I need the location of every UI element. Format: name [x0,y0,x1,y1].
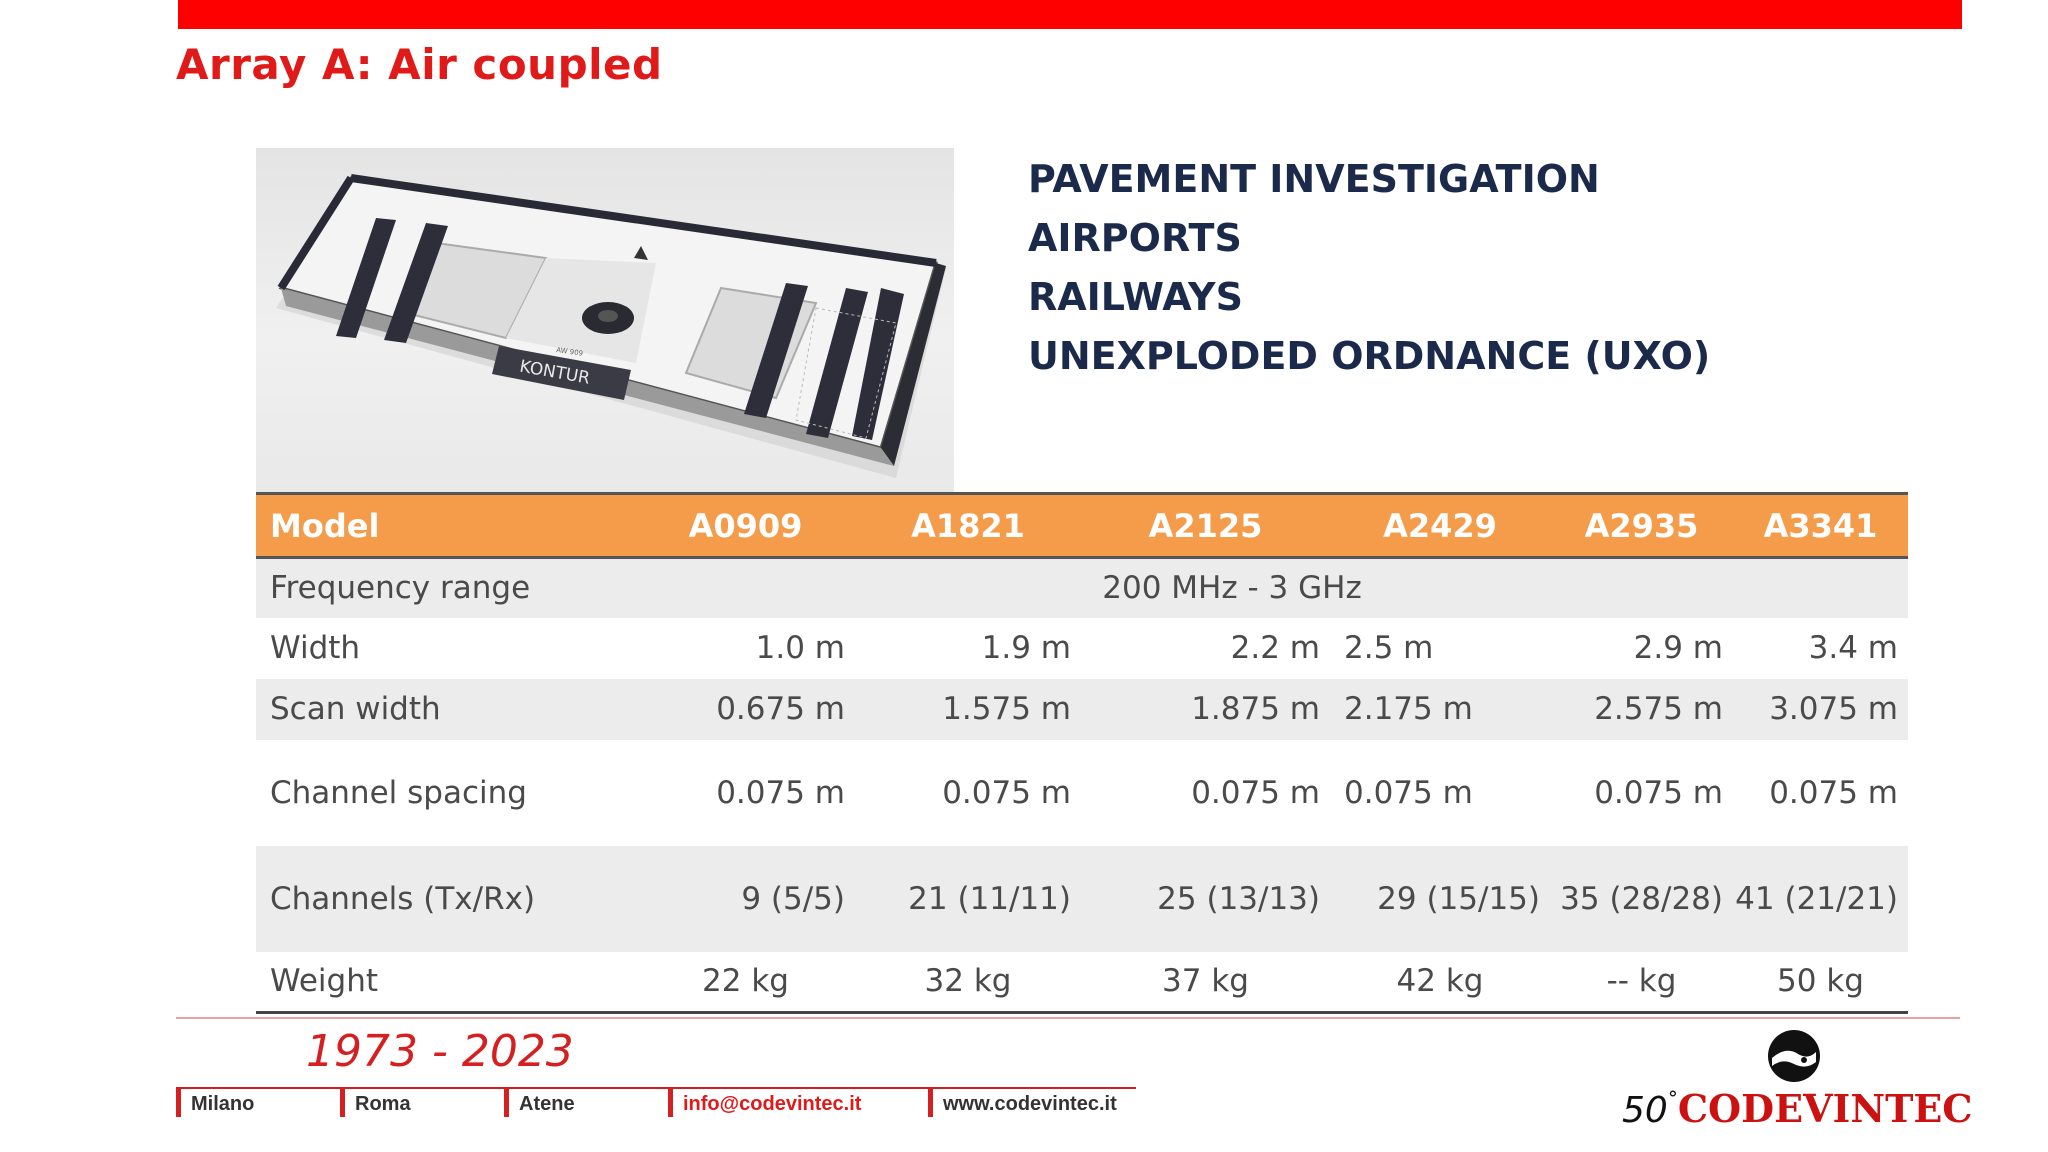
contact-email-link[interactable]: info@codevintec.it [668,1089,861,1117]
table-cell: 32 kg [855,951,1081,1014]
row-label-width: Width [270,630,361,666]
table-row: Scan width 0.675 m 1.575 m 1.875 m 2.175… [256,678,1908,740]
header-a2935: A2935 [1550,492,1733,559]
product-photo: KONTUR AW 909 [256,148,954,492]
table-cell: 0.075 m [1344,774,1473,811]
table-cell: 35 (28/28) [1560,880,1723,917]
contacts-rule [176,1087,1136,1089]
frequency-value: 200 MHz - 3 GHz [1102,570,1362,607]
table-row: Channel spacing 0.075 m 0.075 m 0.075 m … [256,740,1908,846]
table-cell: 3.4 m [1808,630,1898,666]
table-cell: 41 (21/21) [1735,880,1898,917]
table-row: Weight 22 kg 32 kg 37 kg 42 kg -- kg 50 … [256,951,1908,1014]
header-a0909: A0909 [636,492,855,559]
row-label-channels: Channels (Tx/Rx) [270,880,536,917]
table-cell: 2.9 m [1633,630,1723,666]
application-item: UNEXPLODED ORDNANCE (UXO) [1028,334,1711,378]
table-cell: 0.075 m [1769,774,1898,811]
table-cell: 37 kg [1081,951,1330,1014]
table-row: Width 1.0 m 1.9 m 2.2 m 2.5 m 2.9 m 3.4 … [256,618,1908,679]
contact-website-link[interactable]: www.codevintec.it [928,1089,1117,1117]
table-cell: 0.675 m [716,691,845,727]
header-a3341: A3341 [1733,492,1908,559]
row-label-scan-width: Scan width [270,691,441,727]
contact-atene: Atene [504,1089,575,1117]
table-cell: 2.175 m [1344,691,1473,727]
footer-divider [176,1017,1960,1019]
application-item: PAVEMENT INVESTIGATION [1028,157,1600,201]
anniversary-years: 1973 - 2023 [306,1026,574,1077]
table-header-row: Model A0909 A1821 A2125 A2429 A2935 A334… [256,492,1908,559]
contact-roma: Roma [340,1089,411,1117]
header-model: Model [256,492,636,559]
table-cell: 2.575 m [1594,691,1723,727]
table-cell: 0.075 m [716,774,845,811]
specifications-table: Model A0909 A1821 A2125 A2429 A2935 A334… [256,492,1908,1014]
slide-title: Array A: Air coupled [176,40,663,89]
table-row: Frequency range 200 MHz - 3 GHz [256,557,1908,618]
table-cell: 9 (5/5) [741,880,845,917]
table-cell: 21 (11/11) [908,880,1071,917]
application-item: RAILWAYS [1028,275,1243,319]
table-cell: 0.075 m [942,774,1071,811]
contact-milano: Milano [176,1089,254,1117]
table-cell: 0.075 m [1594,774,1723,811]
table-row: Channels (Tx/Rx) 9 (5/5) 21 (11/11) 25 (… [256,845,1908,952]
table-cell: 25 (13/13) [1157,880,1320,917]
header-a2125: A2125 [1081,492,1330,559]
table-cell: 2.5 m [1344,630,1434,666]
table-cell: 1.0 m [755,630,845,666]
codevintec-logo-text: 50°CODEVINTEC [1622,1086,1973,1131]
row-label-channel-spacing: Channel spacing [270,774,527,811]
table-cell: 29 (15/15) [1377,880,1540,917]
product-small-label: AW 909 [556,346,584,358]
table-cell: 1.575 m [942,691,1071,727]
header-a1821: A1821 [855,492,1081,559]
table-cell: 1.9 m [981,630,1071,666]
row-label-frequency: Frequency range [270,570,531,607]
codevintec-logo-icon [1768,1030,1820,1082]
table-cell: 1.875 m [1191,691,1320,727]
header-a2429: A2429 [1330,492,1550,559]
table-cell: 22 kg [636,951,855,1014]
application-item: AIRPORTS [1028,216,1242,260]
logo-name: CODEVINTEC [1677,1086,1973,1131]
row-label-weight: Weight [256,951,636,1014]
table-cell: 3.075 m [1769,691,1898,727]
table-cell: -- kg [1550,951,1733,1014]
table-cell: 2.2 m [1230,630,1320,666]
table-cell: 0.075 m [1191,774,1320,811]
logo-degree: ° [1667,1086,1678,1110]
table-cell: 50 kg [1733,951,1908,1014]
table-cell: 42 kg [1330,951,1550,1014]
logo-fifty: 50 [1622,1090,1668,1131]
applications-list: PAVEMENT INVESTIGATION AIRPORTS RAILWAYS… [1028,150,1710,386]
top-accent-bar [178,0,1962,29]
